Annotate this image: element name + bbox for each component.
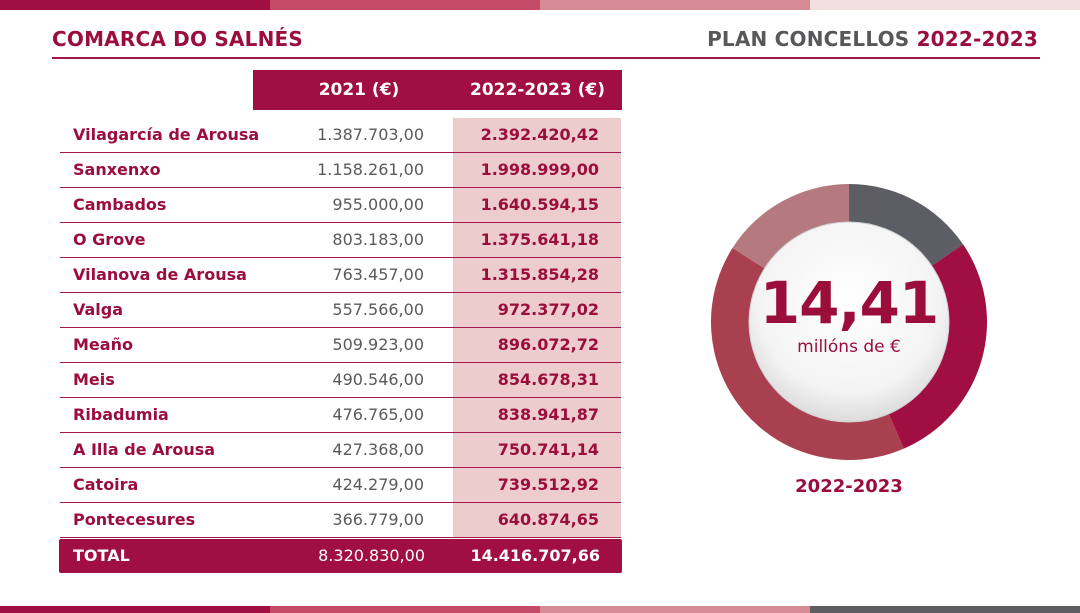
value-2021: 557.566,00: [332, 300, 424, 319]
value-2022-2023: 1.998.999,00: [480, 160, 599, 179]
donut-center-label: 14,41 millóns de €: [711, 270, 987, 358]
column-header-2021: 2021 (€): [253, 70, 453, 110]
plan-years: 2022-2023: [916, 27, 1038, 51]
bar-segment: [270, 0, 540, 10]
table-row: Sanxenxo 1.158.261,00 1.998.999,00: [60, 153, 621, 188]
table-row: Catoira 424.279,00 739.512,92: [60, 468, 621, 503]
table-row: A Illa de Arousa 427.368,00 750.741,14: [60, 433, 621, 468]
value-2021: 366.779,00: [332, 510, 424, 529]
top-color-bar: [0, 0, 1080, 10]
plan-label: PLAN CONCELLOS: [707, 27, 910, 51]
donut-segment: [732, 184, 849, 269]
value-2022-2023: 896.072,72: [497, 335, 599, 354]
municipality-name: Vilagarcía de Arousa: [73, 125, 260, 144]
value-2022-2023: 972.377,02: [497, 300, 599, 319]
bar-segment: [810, 0, 1080, 10]
table-row: Meis 490.546,00 854.678,31: [60, 363, 621, 398]
value-2021: 1.158.261,00: [317, 160, 424, 179]
value-2022-2023: 739.512,92: [497, 475, 599, 494]
highlight-column: [453, 118, 621, 538]
value-2022-2023: 854.678,31: [497, 370, 599, 389]
municipality-name: Meaño: [73, 335, 133, 354]
value-2021: 490.546,00: [332, 370, 424, 389]
bar-segment: [810, 606, 1080, 613]
value-2021: 763.457,00: [332, 265, 424, 284]
total-row: TOTAL 8.320.830,00 14.416.707,66: [59, 539, 622, 573]
value-2022-2023: 838.941,87: [497, 405, 599, 424]
municipality-name: Pontecesures: [73, 510, 196, 529]
value-2022-2023: 640.874,65: [497, 510, 599, 529]
total-2022-2023: 14.416.707,66: [470, 546, 600, 565]
donut-inner-circle: [748, 221, 950, 423]
value-2021: 1.387.703,00: [317, 125, 424, 144]
donut-chart: [711, 184, 987, 460]
table-row: Vilanova de Arousa 763.457,00 1.315.854,28: [60, 258, 621, 293]
table-row: Meaño 509.923,00 896.072,72: [60, 328, 621, 363]
column-header-2022-2023: 2022-2023 (€): [453, 70, 622, 110]
municipality-name: Vilanova de Arousa: [73, 265, 247, 284]
value-2021: 427.368,00: [332, 440, 424, 459]
value-2021: 955.000,00: [332, 195, 424, 214]
municipality-name: Ribadumia: [73, 405, 169, 424]
bottom-color-bar: [0, 606, 1080, 613]
table-row: Pontecesures 366.779,00 640.874,65: [60, 503, 621, 538]
header-divider: [52, 57, 1040, 59]
bar-segment: [540, 0, 810, 10]
total-label: TOTAL: [73, 546, 130, 565]
bar-segment: [0, 606, 270, 613]
value-2021: 476.765,00: [332, 405, 424, 424]
table-row: O Grove 803.183,00 1.375.641,18: [60, 223, 621, 258]
bar-segment: [540, 606, 810, 613]
value-2021: 424.279,00: [332, 475, 424, 494]
donut-total-value: 14,41: [759, 269, 939, 337]
value-2022-2023: 1.315.854,28: [480, 265, 599, 284]
plan-title: PLAN CONCELLOS 2022-2023: [707, 27, 1038, 51]
value-2021: 803.183,00: [332, 230, 424, 249]
value-2022-2023: 1.640.594,15: [480, 195, 599, 214]
value-2022-2023: 2.392.420,42: [480, 125, 599, 144]
bar-segment: [0, 0, 270, 10]
donut-segment: [849, 184, 964, 266]
bar-segment: [270, 606, 540, 613]
value-2022-2023: 750.741,14: [497, 440, 599, 459]
value-2022-2023: 1.375.641,18: [480, 230, 599, 249]
municipality-name: Cambados: [73, 195, 167, 214]
municipality-name: A Illa de Arousa: [73, 440, 216, 459]
municipality-name: Valga: [73, 300, 124, 319]
table-row: Cambados 955.000,00 1.640.594,15: [60, 188, 621, 223]
value-2021: 509.923,00: [332, 335, 424, 354]
donut-year-label: 2022-2023: [795, 476, 903, 497]
donut-unit: millóns de €: [797, 337, 901, 357]
municipality-name: Catoira: [73, 475, 139, 494]
municipality-name: Sanxenxo: [73, 160, 161, 179]
table-row: Ribadumia 476.765,00 838.941,87: [60, 398, 621, 433]
municipality-name: Meis: [73, 370, 115, 389]
donut-segment: [888, 244, 987, 449]
total-2021: 8.320.830,00: [318, 546, 425, 565]
table-row: Vilagarcía de Arousa 1.387.703,00 2.392.42…: [60, 118, 621, 153]
region-title: COMARCA DO SALNÉS: [52, 27, 303, 51]
donut-segment: [711, 248, 904, 460]
table-row: Valga 557.566,00 972.377,02: [60, 293, 621, 328]
municipality-name: O Grove: [73, 230, 146, 249]
